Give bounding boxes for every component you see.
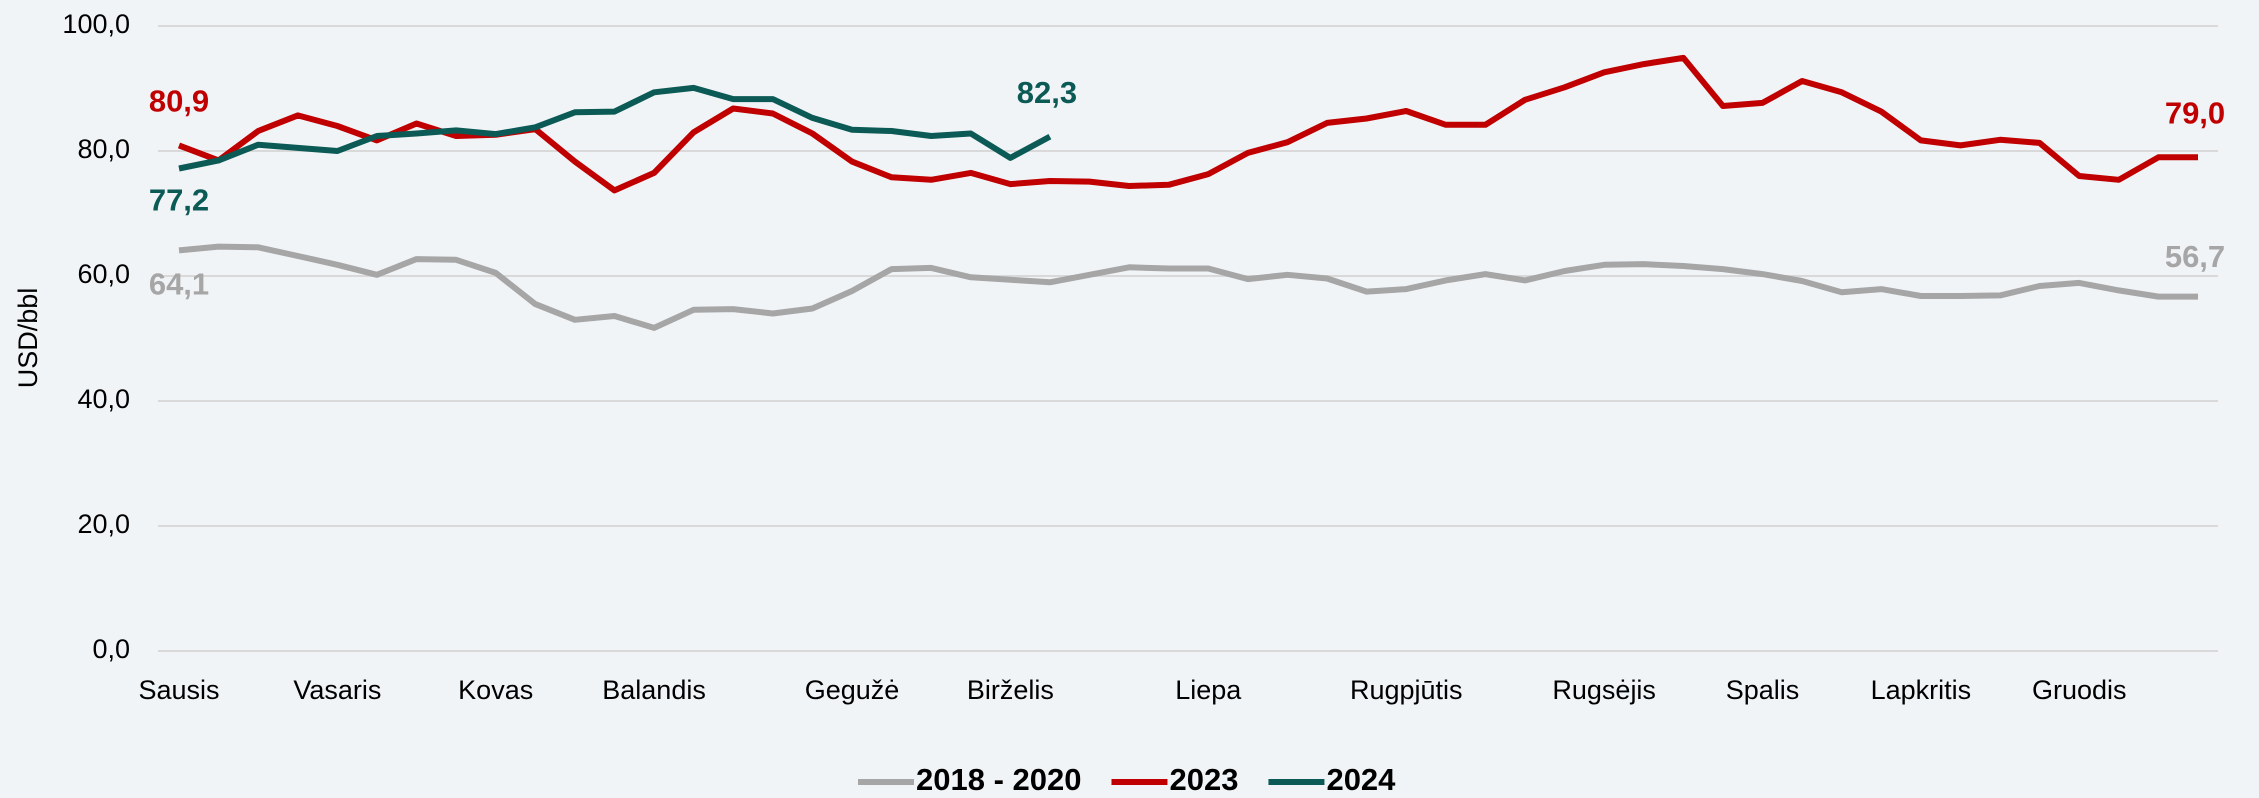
x-tick-label: Vasaris: [293, 675, 381, 705]
x-tick-label: Kovas: [458, 675, 533, 705]
legend-label: 2024: [1326, 762, 1396, 797]
x-tick-label: Birželis: [967, 675, 1054, 705]
y-axis-label: USD/bbl: [13, 288, 43, 389]
data-label: 82,3: [1017, 75, 1077, 110]
y-tick-label: 0,0: [92, 634, 130, 664]
x-tick-label: Spalis: [1726, 675, 1800, 705]
y-tick-label: 60,0: [77, 259, 130, 289]
y-tick-label: 80,0: [77, 134, 130, 164]
y-tick-label: 20,0: [77, 509, 130, 539]
x-tick-label: Liepa: [1175, 675, 1242, 705]
data-label: 80,9: [149, 84, 209, 119]
x-tick-label: Rugsėjis: [1552, 675, 1656, 705]
y-tick-label: 40,0: [77, 384, 130, 414]
data-label: 64,1: [149, 267, 209, 302]
legend-label: 2023: [1169, 762, 1238, 797]
x-tick-label: Sausis: [138, 675, 219, 705]
data-label: 79,0: [2165, 95, 2225, 130]
series-line: [177, 54, 2198, 194]
data-label: 77,2: [149, 183, 209, 218]
series-line: [178, 243, 2198, 331]
x-tick-label: Balandis: [602, 675, 706, 705]
y-tick-label: 100,0: [62, 9, 130, 39]
x-tick-label: Gegužė: [805, 675, 900, 705]
x-tick-label: Gruodis: [2032, 675, 2127, 705]
data-label: 56,7: [2165, 239, 2225, 274]
series-line: [178, 84, 1052, 172]
legend-label: 2018 - 2020: [916, 762, 1081, 797]
x-tick-label: Rugpjūtis: [1350, 675, 1463, 705]
x-tick-label: Lapkritis: [1871, 675, 1972, 705]
